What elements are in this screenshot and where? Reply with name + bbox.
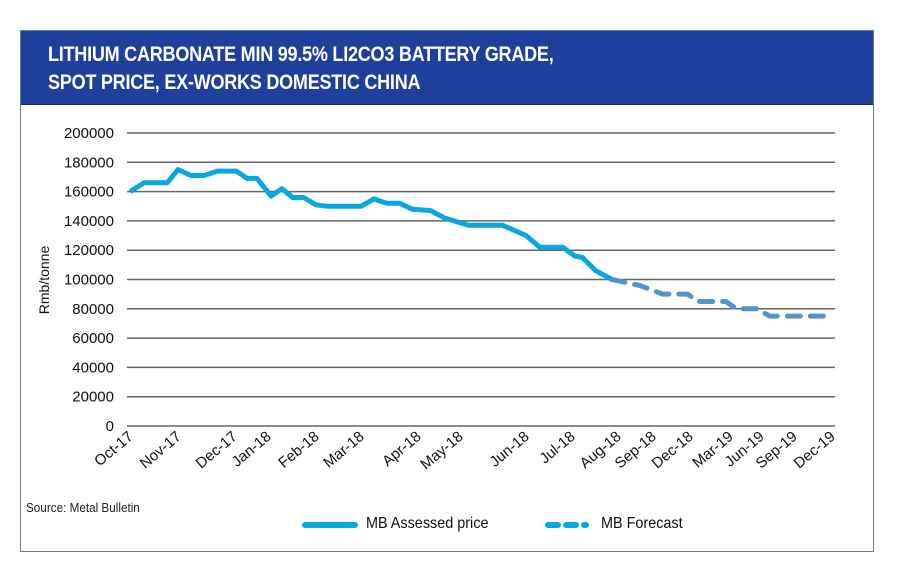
y-axis-label: Rmb/tonne [36,246,52,315]
forecast-line [609,277,835,319]
y-tick-label: 120000 [64,242,114,259]
chart-frame: LITHIUM CARBONATE MIN 99.5% LI2CO3 BATTE… [20,30,874,552]
chart-header: LITHIUM CARBONATE MIN 99.5% LI2CO3 BATTE… [21,31,873,105]
y-tick-label: 140000 [64,213,114,230]
x-tick-label: Jul-18 [536,428,578,467]
source-note: Source: Metal Bulletin [26,500,140,515]
y-tick-label: 200000 [64,125,114,142]
x-tick-label: Feb-18 [275,428,322,472]
x-tick-label: Apr-18 [379,428,424,470]
y-tick-label: 0 [106,418,114,435]
legend-assessed-label: MB Assessed price [366,515,489,532]
chart-title: LITHIUM CARBONATE MIN 99.5% LI2CO3 BATTE… [48,43,554,94]
y-tick-label: 160000 [64,184,114,201]
y-tick-label: 20000 [72,389,114,406]
y-tick-label: 100000 [64,272,114,289]
assessed-price-line [128,167,614,282]
legend-forecast-label: MB Forecast [601,515,683,532]
y-tick-label: 60000 [72,330,114,347]
x-tick-label: Jun-18 [487,428,533,471]
x-tick-label: Mar-18 [320,428,367,472]
x-tick-label: Nov-17 [137,428,185,472]
x-tick-label: May-18 [417,428,466,473]
x-tick-label: Dec-18 [649,428,697,472]
x-tick-label: Dec-19 [791,428,839,472]
y-tick-label: 180000 [64,154,114,171]
y-tick-label: 80000 [72,301,114,318]
x-tick-label: Jan-18 [229,428,275,471]
y-tick-label: 40000 [72,359,114,376]
x-tick-label: Dec-17 [193,428,241,472]
